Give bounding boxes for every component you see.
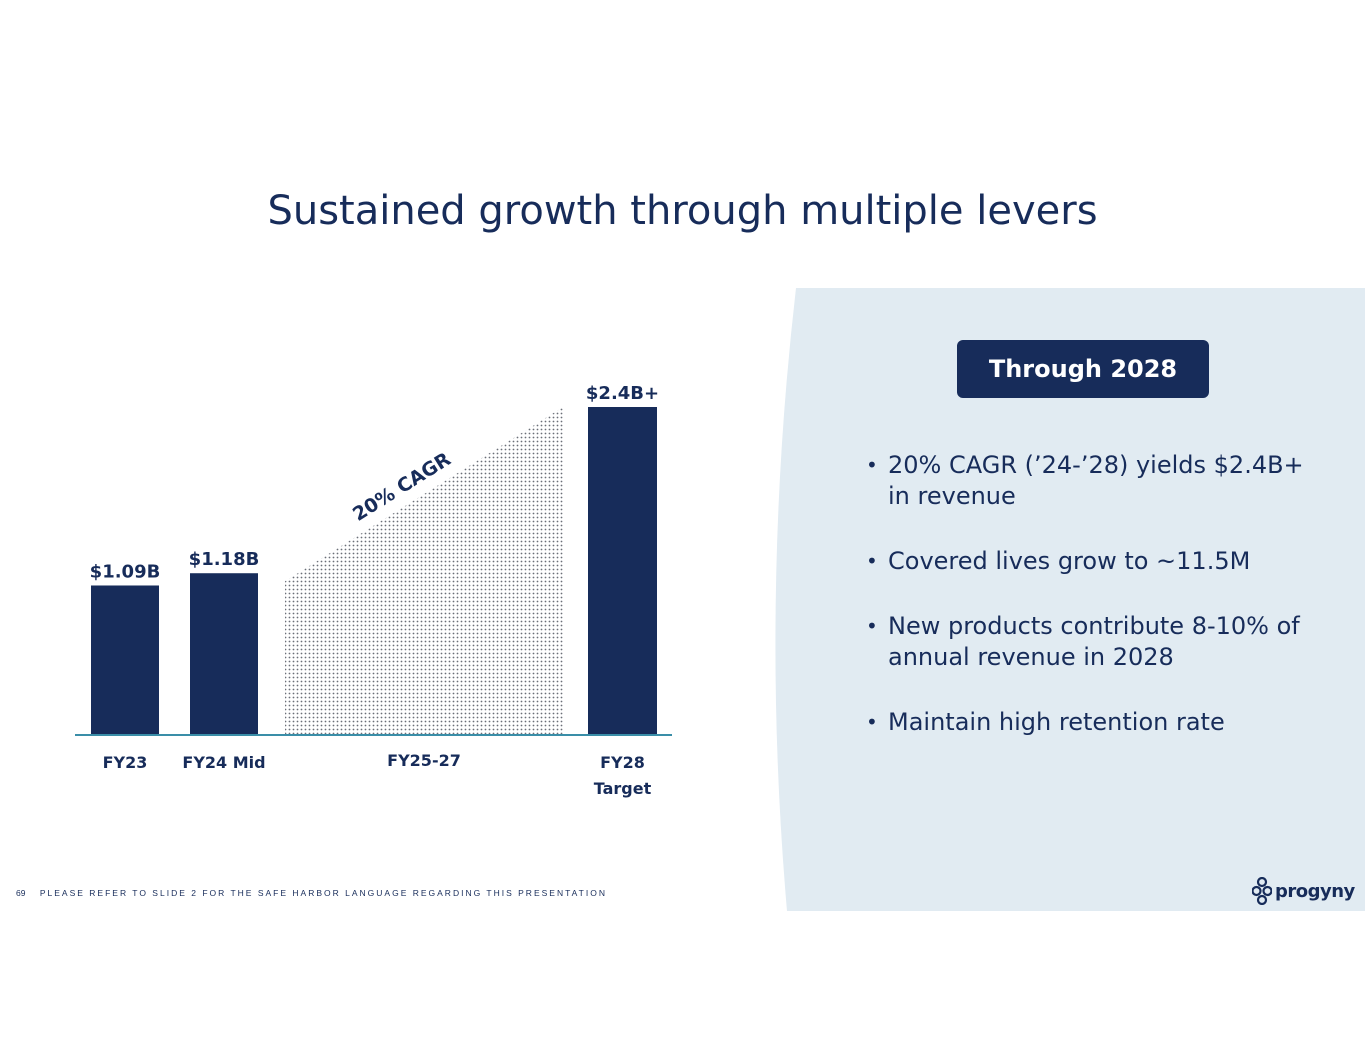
footer: 69 PLEASE REFER TO SLIDE 2 FOR THE SAFE … — [16, 888, 607, 898]
bullet-item: Maintain high retention rate — [866, 707, 1326, 738]
bullet-list: 20% CAGR (’24-’28) yields $2.4B+ in reve… — [866, 450, 1326, 772]
x-tick-label: FY24 Mid — [182, 753, 265, 772]
progyny-logo: progyny — [1252, 876, 1355, 906]
logo-wordmark: progyny — [1275, 880, 1355, 902]
bullet-item: New products contribute 8-10% of annual … — [866, 611, 1326, 673]
bar-fy23 — [91, 585, 159, 734]
data-label: $1.09B — [90, 561, 161, 582]
x-tick-label: FY25-27 — [387, 751, 461, 770]
data-label: $1.18B — [189, 549, 260, 570]
progyny-logo-icon — [1252, 877, 1272, 905]
bar-fy24-mid — [190, 573, 258, 734]
data-label: $2.4B+ — [586, 383, 659, 404]
slide-title: Sustained growth through multiple levers — [267, 188, 1098, 234]
bullet-item: 20% CAGR (’24-’28) yields $2.4B+ in reve… — [866, 450, 1326, 512]
bar-fy28-target — [588, 407, 657, 734]
page-number: 69 — [16, 888, 26, 898]
cagr-projection-area — [285, 407, 563, 734]
x-tick-label: FY23 — [103, 753, 148, 772]
bullet-item: Covered lives grow to ~11.5M — [866, 546, 1326, 577]
x-tick-label: FY28 — [600, 753, 645, 772]
safe-harbor-disclaimer: PLEASE REFER TO SLIDE 2 FOR THE SAFE HAR… — [39, 888, 607, 898]
x-tick-label: Target — [594, 779, 652, 798]
through-2028-badge: Through 2028 — [957, 340, 1209, 398]
